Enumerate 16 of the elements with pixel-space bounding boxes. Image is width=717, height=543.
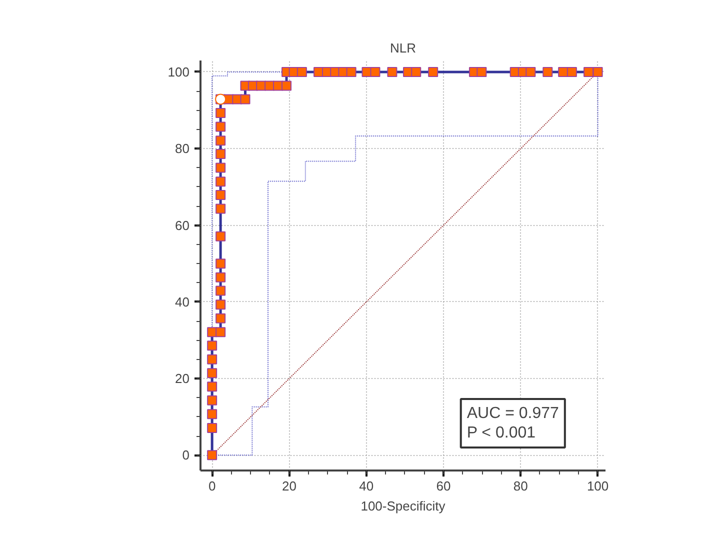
chart-title: NLR (390, 40, 416, 56)
y-tick-label: 100 (168, 64, 190, 80)
x-tick-label: 100 (586, 478, 609, 494)
x-tick-label: 0 (208, 478, 216, 494)
x-tick-label: 80 (513, 478, 528, 494)
x-tick-label: 60 (436, 478, 451, 494)
annotation: AUC = 0.977 (466, 404, 560, 422)
y-tick-label: 40 (175, 294, 190, 310)
x-tick-label: 20 (282, 478, 296, 494)
x-tick-label: 40 (359, 478, 374, 494)
y-tick-label: 60 (175, 218, 190, 233)
y-tick-label: 0 (182, 448, 190, 463)
annotation: P < 0.001 (466, 424, 536, 442)
y-tick-label: 80 (175, 141, 190, 156)
x-axis-title: 100-Specificity (360, 498, 446, 514)
y-tick-label: 20 (175, 371, 190, 386)
